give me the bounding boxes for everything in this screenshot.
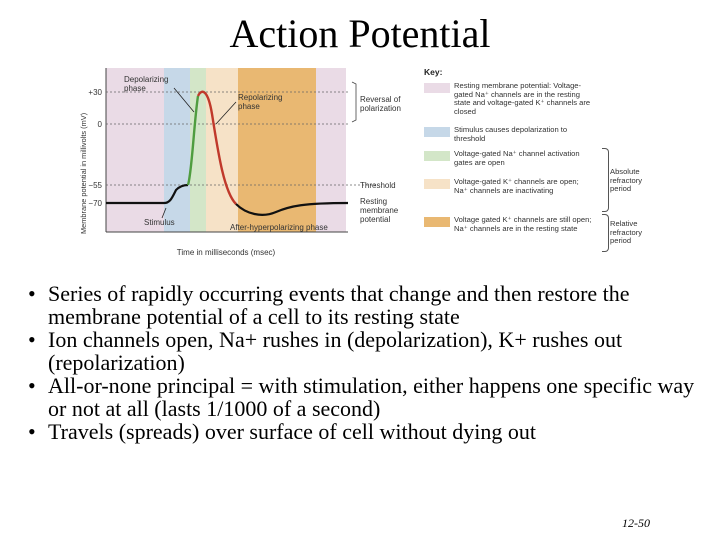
after-hyper-label: After-hyperpolarizing phase: [230, 223, 328, 232]
y-tick-plus30: +30: [88, 88, 102, 97]
key-swatch: [424, 217, 450, 227]
stimulus-label: Stimulus: [144, 218, 175, 227]
action-potential-figure: +30 0 −55 −70 Membrane potential in mill…: [76, 62, 656, 262]
key-swatch: [424, 127, 450, 137]
y-tick-minus55: −55: [88, 181, 102, 190]
x-axis-label: Time in milliseconds (msec): [177, 248, 276, 257]
key-text: Voltage-gated Na⁺ channel activation gat…: [454, 149, 580, 167]
depolarizing-trace: [186, 95, 200, 186]
relative-refractory-label: Relative refractory period: [610, 219, 643, 246]
key-text: Voltage gated K⁺ channels are still open…: [454, 215, 592, 233]
after-hyper-trace: [235, 201, 349, 216]
bullet-list: Series of rapidly occurring events that …: [28, 282, 708, 443]
band-na-open: [190, 68, 206, 232]
y-tick-0: 0: [98, 120, 103, 129]
slide-title: Action Potential: [229, 11, 491, 56]
key-swatch: [424, 83, 450, 93]
resting-label: Resting membrane potential: [360, 197, 400, 224]
absolute-refractory-label: Absolute refractory period: [610, 167, 643, 194]
y-axis-label: Membrane potential in millivolts (mV): [79, 113, 88, 234]
key-swatch: [424, 151, 450, 161]
bullet-item: All-or-none principal = with stimulation…: [28, 374, 708, 420]
depolarizing-label: Depolarizing phase: [124, 75, 171, 93]
key-text: Resting membrane potential: Voltage-gate…: [454, 81, 591, 116]
bullet-item: Ion channels open, Na+ rushes in (depola…: [28, 328, 708, 374]
key-swatch: [424, 179, 450, 189]
key-heading: Key:: [424, 67, 443, 77]
threshold-label: Threshold: [360, 181, 396, 190]
band-k-open: [206, 68, 238, 232]
reversal-label: Reversal of polarization: [360, 95, 403, 113]
bullet-item: Series of rapidly occurring events that …: [28, 282, 708, 328]
figure-key: Key: Resting membrane potential: Voltage…: [424, 68, 656, 258]
repolarizing-label: Repolarizing phase: [238, 93, 285, 111]
depolarizing-arrow: [173, 87, 195, 113]
page-number: 12-50: [622, 516, 650, 530]
absolute-refractory-brace: [602, 148, 609, 212]
resting-trace: [106, 183, 189, 205]
relative-refractory-brace: [602, 214, 609, 252]
band-resting-right: [316, 68, 346, 232]
stimulus-arrow: [161, 207, 167, 219]
key-text: Voltage-gated K⁺ channels are open; Na⁺ …: [454, 177, 579, 195]
repolarizing-trace: [196, 90, 237, 205]
bullet-item: Travels (spreads) over surface of cell w…: [28, 420, 708, 443]
action-potential-graph: +30 0 −55 −70 Membrane potential in mill…: [79, 68, 403, 257]
band-resting-left: [106, 68, 164, 232]
band-stimulus: [164, 68, 190, 232]
key-text: Stimulus causes depolarization to thresh…: [454, 125, 568, 143]
reversal-bracket: [351, 81, 357, 123]
repolarizing-arrow: [215, 101, 237, 125]
y-tick-minus70: −70: [88, 199, 102, 208]
